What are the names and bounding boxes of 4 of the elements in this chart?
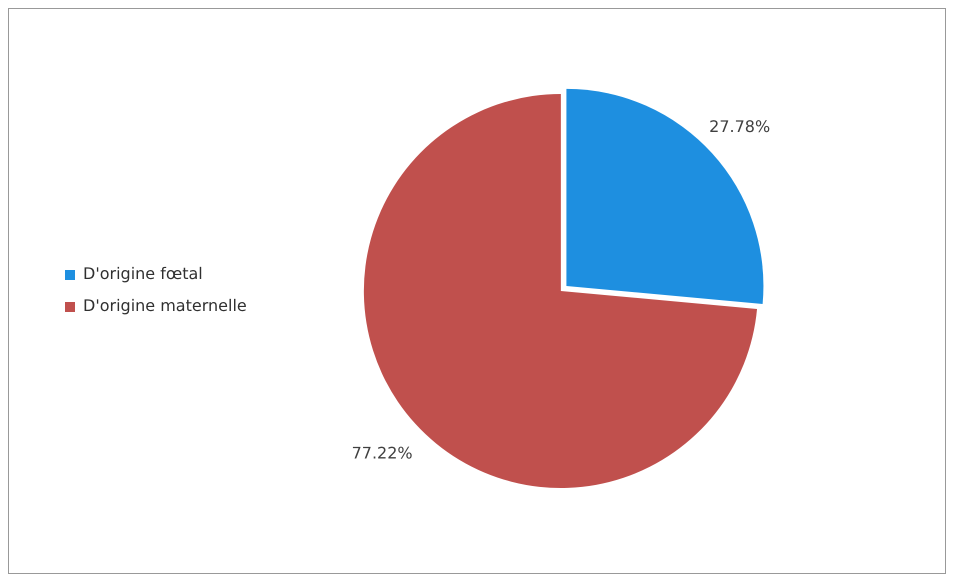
data-label: 77.22% <box>352 443 413 462</box>
legend-label: D'origine maternelle <box>83 296 247 316</box>
data-label: 27.78% <box>709 117 770 136</box>
legend-label: D'origine fœtal <box>83 264 203 284</box>
